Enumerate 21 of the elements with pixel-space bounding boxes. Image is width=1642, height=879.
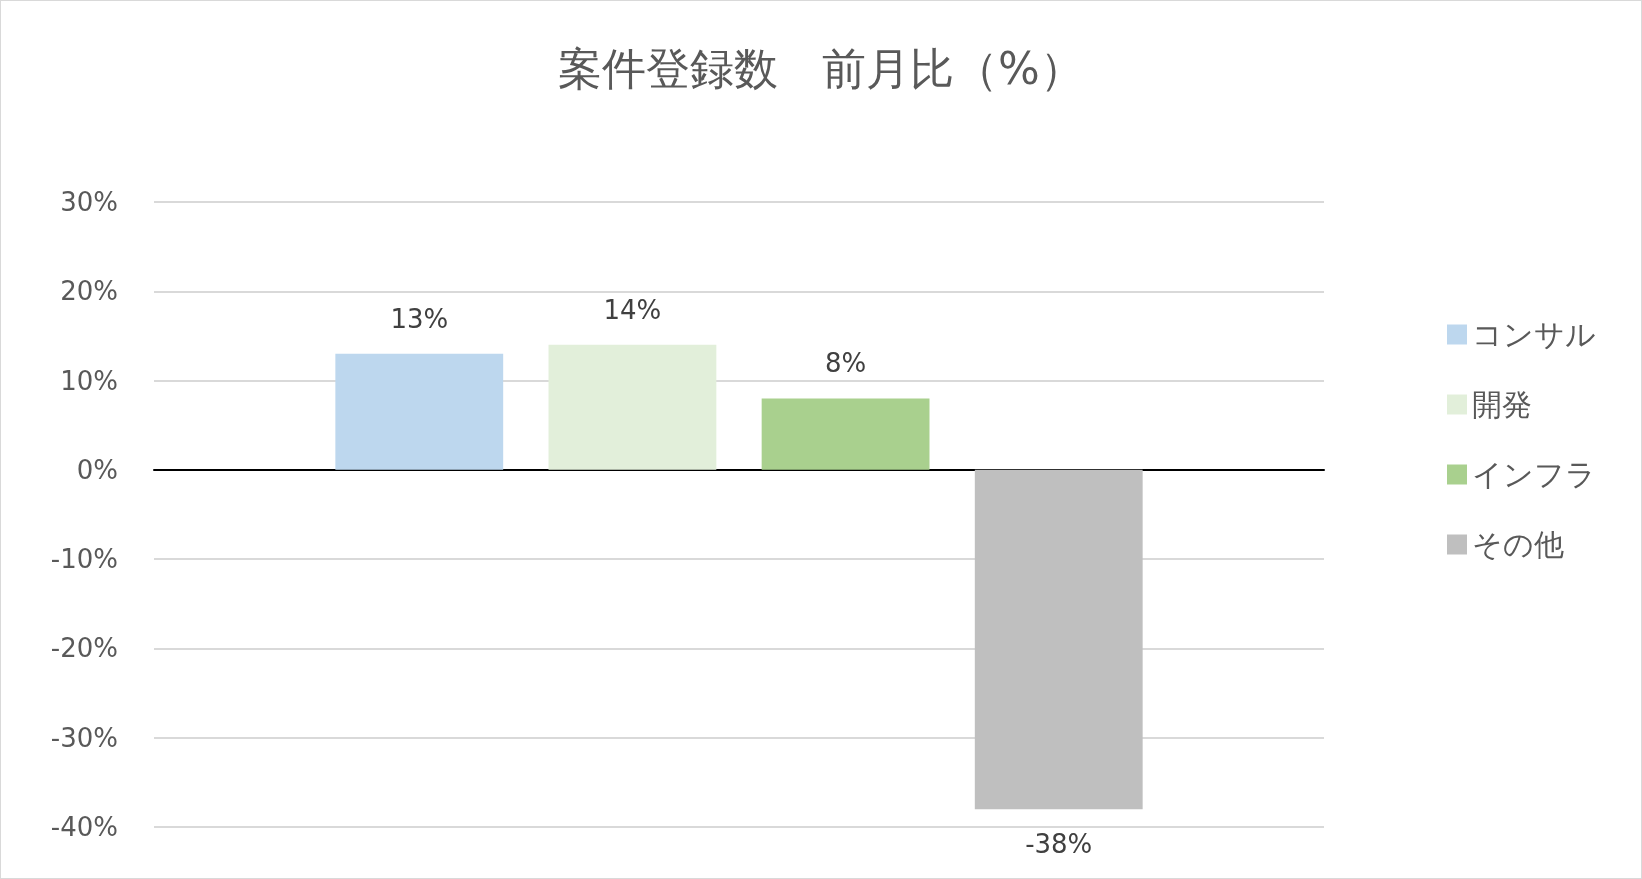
bar <box>761 398 930 470</box>
legend-label: コンサル <box>1472 317 1596 352</box>
chart-title: 案件登録数 前月比（%） <box>558 42 1084 94</box>
data-label: -38% <box>1025 829 1093 860</box>
y-tick-label: -10% <box>50 544 118 575</box>
legend-label: 開発 <box>1472 387 1532 422</box>
bar <box>974 469 1143 810</box>
bar <box>335 353 504 470</box>
y-tick-label: 20% <box>60 276 118 307</box>
y-tick-label: -40% <box>50 812 118 842</box>
data-label: 13% <box>390 303 449 334</box>
data-label: 14% <box>603 294 662 325</box>
y-tick-label: 30% <box>60 187 118 217</box>
legend-label: その他 <box>1472 527 1564 562</box>
y-tick-label: 10% <box>60 365 118 396</box>
y-tick-label: 0% <box>76 454 118 485</box>
data-label: 8% <box>824 348 867 379</box>
legend-label: インフラ <box>1472 457 1596 492</box>
y-tick-label: -20% <box>50 633 118 664</box>
y-tick-label: -30% <box>50 722 118 753</box>
bar <box>548 344 717 470</box>
